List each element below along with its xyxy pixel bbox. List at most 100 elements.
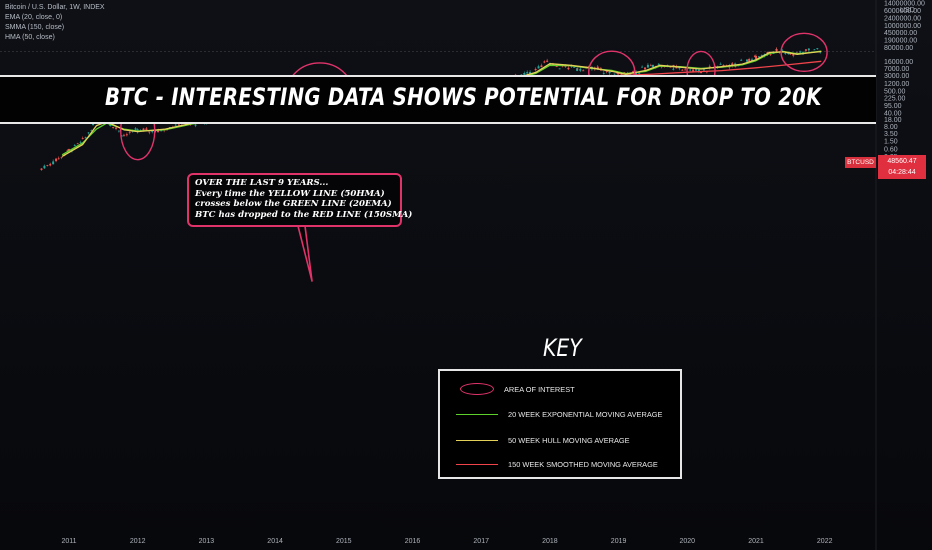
candle-body (644, 67, 647, 70)
currency-unit-label: USD (900, 7, 915, 14)
candle-countdown: 04:28:44 (888, 169, 916, 176)
candle-body (608, 71, 611, 74)
candle-body (796, 52, 799, 54)
candle-body (760, 55, 763, 56)
candle-body (160, 130, 163, 132)
key-item-20-week-ema: 20 WEEK EXPONENTIAL MOVING AVERAGE (454, 406, 662, 422)
yellow-line-swatch-icon (456, 439, 498, 441)
candle-body (695, 69, 698, 71)
key-label: AREA OF INTEREST (504, 384, 575, 394)
candle-body (194, 124, 197, 126)
candle-body (792, 54, 795, 56)
candle-body (629, 73, 632, 75)
candle-body (174, 124, 177, 126)
candle-body (638, 73, 641, 74)
last-price-value: 48560.47 (887, 158, 917, 165)
candle-body (804, 49, 807, 51)
x-tick-label: 2022 (817, 538, 833, 545)
candle-body (602, 72, 605, 74)
candle-body (635, 71, 638, 75)
candle-body (692, 69, 695, 72)
y-tick-label: 1.50 (884, 139, 898, 146)
y-tick-label: 95.00 (884, 103, 902, 110)
key-label: 150 WEEK SMOOTHED MOVING AVERAGE (508, 459, 658, 469)
y-tick-label: 3.50 (884, 131, 898, 138)
area-of-interest-ellipse-icon (460, 383, 494, 395)
candle-body (49, 163, 52, 166)
candle-body (523, 73, 526, 75)
candle-body (90, 130, 93, 132)
x-tick-label: 2021 (748, 538, 764, 545)
candle-body (646, 64, 649, 68)
y-tick-label: 3000.00 (884, 73, 909, 80)
legend-indicator-hma[interactable]: HMA (50, close) (5, 34, 55, 41)
candle-body (649, 65, 652, 67)
x-tick-label: 2015 (336, 538, 352, 545)
candle-body (546, 60, 549, 62)
red-line-swatch-icon (456, 463, 498, 465)
candle-body (543, 61, 546, 63)
y-tick-label: 1000000.00 (884, 23, 921, 30)
candle-body (702, 69, 705, 71)
candle-body (43, 165, 46, 169)
x-tick-label: 2012 (130, 538, 146, 545)
candle-body (76, 143, 79, 145)
banner-title: BTC - INTERESTING DATA SHOWS POTENTIAL F… (105, 83, 822, 111)
candle-body (537, 66, 540, 69)
y-tick-label: 1200.00 (884, 81, 909, 88)
candle-body (73, 145, 76, 146)
x-tick-label: 2018 (542, 538, 558, 545)
candle-body (564, 65, 567, 67)
x-tick-label: 2011 (61, 538, 76, 545)
candle-body (641, 66, 644, 68)
key-legend-box: AREA OF INTEREST 20 WEEK EXPONENTIAL MOV… (438, 369, 682, 479)
candle-body (122, 134, 125, 136)
legend-indicator-smma[interactable]: SMMA (150, close) (5, 24, 65, 31)
candle-body (534, 68, 537, 71)
key-label: 20 WEEK EXPONENTIAL MOVING AVERAGE (508, 409, 663, 419)
candle-body (92, 123, 95, 126)
candle-body (748, 58, 751, 62)
candle-body (151, 130, 154, 133)
y-tick-label: 0.60 (884, 146, 898, 153)
callout-line-4: BTC has dropped to the RED LINE (150SMA) (195, 209, 413, 220)
candle-body (616, 72, 619, 75)
candle-body (68, 149, 70, 151)
candle-body (675, 66, 678, 69)
candle-body (529, 71, 532, 75)
candle-body (582, 70, 585, 72)
y-tick-label: 225.00 (884, 95, 906, 102)
x-tick-label: 2016 (405, 538, 421, 545)
candle-body (134, 128, 137, 130)
y-tick-label: 6000000.00 (884, 8, 921, 15)
candle-body (558, 68, 561, 70)
candle-body (807, 48, 810, 51)
legend-indicator-ema[interactable]: EMA (20, close, 0) (5, 14, 63, 21)
green-line-swatch-icon (456, 413, 498, 415)
candle-body (719, 63, 722, 65)
key-item-150-week-smma: 150 WEEK SMOOTHED MOVING AVERAGE (454, 456, 658, 472)
candle-body (128, 131, 131, 133)
candle-body (579, 68, 582, 71)
ticker-tag: BTCUSD (845, 157, 876, 168)
y-tick-label: 80000.00 (884, 45, 913, 52)
title-banner: BTC - INTERESTING DATA SHOWS POTENTIAL F… (0, 75, 876, 124)
y-tick-label: 2400000.00 (884, 16, 921, 23)
candle-body (651, 64, 654, 68)
y-tick-label: 14000000.00 (884, 1, 925, 8)
y-tick-label: 7000.00 (884, 66, 909, 73)
y-tick-label: 16000.00 (884, 59, 913, 66)
candle-body (672, 68, 675, 70)
candle-body (623, 72, 626, 73)
candle-body (57, 158, 60, 160)
candle-body (769, 53, 772, 55)
candle-body (605, 71, 608, 72)
candle-body (87, 132, 90, 134)
candle-body (746, 59, 749, 62)
candle-body (753, 55, 756, 57)
candle-body (115, 127, 118, 129)
candle-body (784, 53, 787, 54)
candle-body (813, 49, 816, 51)
x-tick-label: 2019 (611, 538, 627, 545)
